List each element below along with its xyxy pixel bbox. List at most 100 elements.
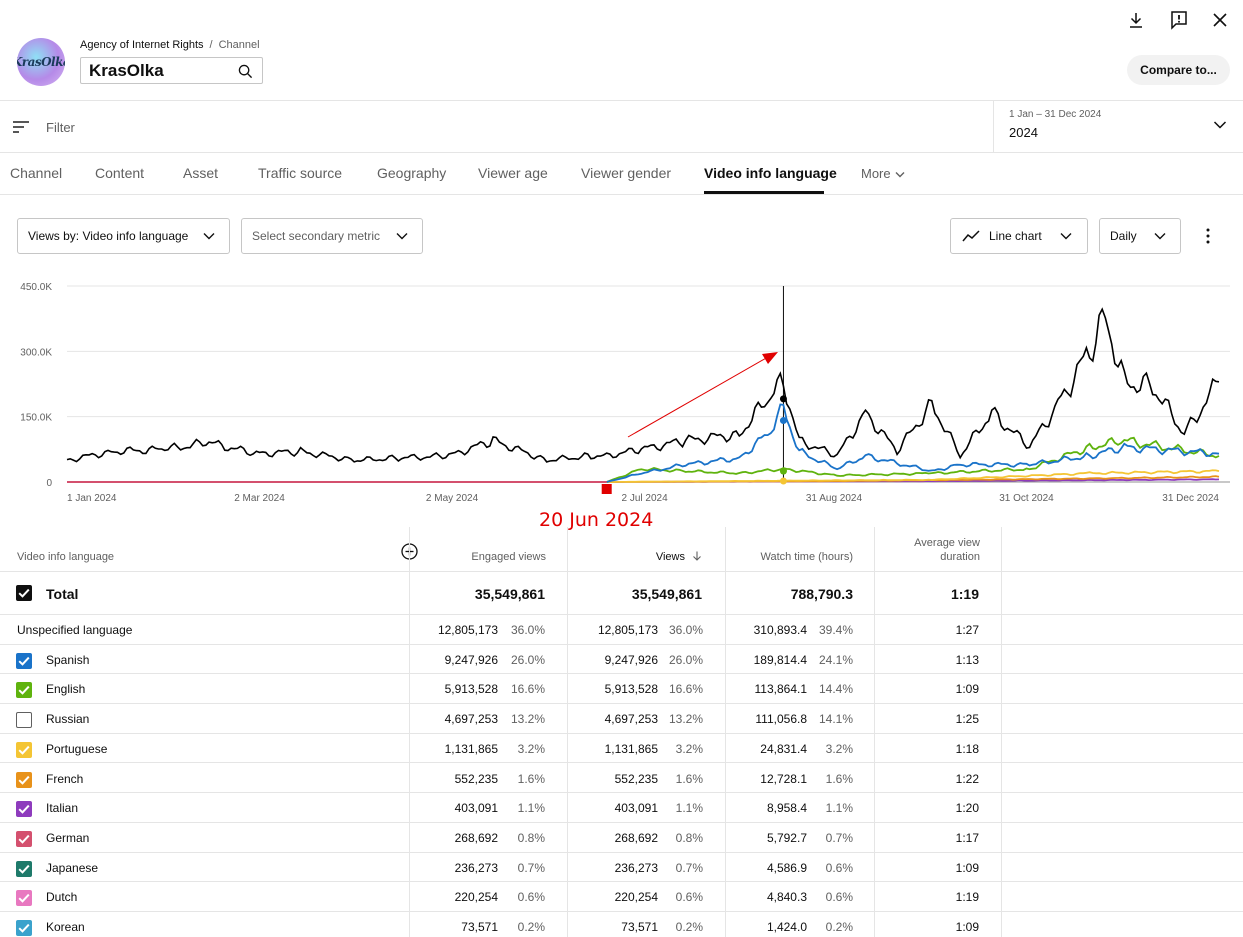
checkbox-icon[interactable] — [16, 830, 32, 847]
search-icon[interactable] — [238, 64, 253, 79]
channel-avatar[interactable]: KrasOlka — [17, 38, 65, 86]
chart-type-dropdown[interactable]: Line chart — [950, 218, 1088, 254]
col-header-views[interactable]: Views — [656, 551, 702, 563]
annotation-arrow-line — [627, 356, 769, 438]
checkbox-icon[interactable] — [16, 585, 32, 601]
table-row[interactable]: Dutch 220,254 0.6% 220,254 0.6% 4,840.3 0.6% 1:… — [0, 882, 1243, 912]
watch-value: 113,864.1 — [754, 682, 808, 697]
column-divider — [1001, 527, 1002, 937]
table-row[interactable]: French 552,235 1.6% 552,235 1.6% 12,728.1 1.6%… — [0, 764, 1243, 794]
views-pct: 1.6% — [675, 771, 703, 786]
checkbox-icon[interactable] — [16, 741, 32, 758]
granularity-dropdown[interactable]: Daily — [1099, 218, 1181, 254]
channel-selector[interactable]: KrasOlka — [80, 57, 263, 84]
table-row[interactable]: Spanish 9,247,926 26.0% 9,247,926 26.0% 189,8… — [0, 645, 1243, 675]
compare-to-button[interactable]: Compare to... — [1127, 55, 1230, 85]
download-icon[interactable] — [1126, 10, 1146, 30]
watch-value: 12,728.1 — [760, 771, 807, 786]
views-pct: 36.0% — [668, 623, 703, 637]
check-mark-icon — [18, 745, 30, 755]
feedback-icon[interactable] — [1169, 10, 1189, 30]
x-tick-label: 31 Dec 2024 — [1162, 493, 1219, 504]
avg-value: 1:13 — [955, 652, 979, 667]
tab-viewer-gender[interactable]: Viewer gender — [581, 165, 672, 181]
engaged-pct: 0.6% — [517, 890, 545, 905]
row-label: Spanish — [46, 652, 90, 667]
table-row[interactable]: German 268,692 0.8% 268,692 0.8% 5,792.7 0.7% 1… — [0, 823, 1243, 853]
watch-value: 111,056.8 — [755, 712, 807, 727]
avg-value: 1:09 — [955, 682, 979, 697]
table-row[interactable]: Unspecified language 12,805,173 36.0% 12,80… — [0, 615, 1243, 645]
close-icon[interactable] — [1210, 10, 1230, 30]
views-pct: 26.0% — [668, 652, 703, 667]
avg-value: 1:20 — [955, 801, 979, 816]
checkbox-icon[interactable] — [16, 860, 32, 877]
checkbox-icon[interactable] — [16, 682, 32, 699]
check-mark-icon — [18, 805, 30, 814]
engaged-value: 552,235 — [454, 771, 498, 786]
check-mark-icon — [18, 656, 30, 666]
breadcrumb-separator: / — [209, 39, 213, 51]
checkbox-icon[interactable] — [16, 652, 32, 669]
check-mark-icon — [18, 864, 30, 874]
col-header-engaged-views[interactable]: Engaged views — [471, 551, 546, 563]
views-value: 12,805,173 — [597, 623, 658, 637]
total-label: Total — [46, 586, 79, 602]
annotation-arrow-head — [762, 352, 778, 364]
date-range-selector[interactable]: 1 Jan – 31 Dec 2024 2024 — [993, 101, 1243, 152]
table-row[interactable]: Portuguese 1,131,865 3.2% 1,131,865 3.2% 24,8… — [0, 734, 1243, 764]
hover-dot-portuguese — [779, 477, 787, 485]
watch-pct: 0.2% — [825, 920, 853, 934]
table-row[interactable]: Italian 403,091 1.1% 403,091 1.1% 8,958.4 1.1%… — [0, 793, 1243, 823]
checkbox-icon[interactable] — [16, 801, 32, 818]
tab-video-info-language[interactable]: Video info language — [704, 165, 837, 181]
checkbox-icon[interactable] — [16, 712, 32, 729]
filter-input[interactable]: Filter — [46, 120, 75, 135]
table-row[interactable]: Korean 73,571 0.2% 73,571 0.2% 1,424.0 0.2% 1:0… — [0, 912, 1243, 937]
tab-more-label: More — [861, 166, 891, 181]
views-by-dropdown[interactable]: Views by: Video info language — [17, 218, 230, 254]
table-row[interactable]: Russian 4,697,253 13.2% 4,697,253 13.2% 111,0… — [0, 704, 1243, 734]
engaged-value: 73,571 — [461, 920, 498, 934]
row-label: Korean — [46, 920, 85, 934]
watch-pct: 1.1% — [825, 801, 853, 816]
engaged-pct: 16.6% — [510, 682, 545, 697]
watch-value: 189,814.4 — [753, 652, 807, 667]
secondary-metric-dropdown[interactable]: Select secondary metric — [241, 218, 423, 254]
table-row[interactable]: Japanese 236,273 0.7% 236,273 0.7% 4,586.9 0.6… — [0, 853, 1243, 883]
breadcrumb-org[interactable]: Agency of Internet Rights — [80, 39, 204, 51]
chevron-down-icon — [895, 171, 905, 178]
chart-canvas: 450.0K 300.0K 150.0K 0 1 Jan 2024 2 Mar 2024 2… — [20, 282, 1230, 504]
check-mark-icon — [18, 588, 30, 598]
total-engaged: 35,549,861 — [474, 586, 545, 602]
table-row[interactable]: English 5,913,528 16.6% 5,913,528 16.6% 113,8… — [0, 674, 1243, 705]
checkbox-icon[interactable] — [16, 890, 32, 907]
filter-icon[interactable] — [12, 120, 30, 134]
chart-type-label: Line chart — [989, 229, 1042, 243]
tab-geography[interactable]: Geography — [377, 165, 447, 181]
tab-content[interactable]: Content — [95, 165, 145, 181]
table-header: Video info language Engaged views Views … — [0, 527, 1243, 572]
tab-asset[interactable]: Asset — [183, 165, 219, 181]
y-tick-label: 300.0K — [20, 347, 52, 358]
more-vert-icon[interactable] — [1201, 226, 1215, 246]
row-label: Dutch — [46, 890, 78, 905]
row-label: Italian — [46, 801, 79, 816]
views-pct: 0.8% — [675, 830, 703, 845]
row-label: Japanese — [46, 860, 99, 875]
tab-viewer-age[interactable]: Viewer age — [478, 165, 548, 181]
hover-dot-spanish — [779, 417, 787, 425]
col-header-watch-time[interactable]: Watch time (hours) — [760, 551, 853, 563]
views-value: 403,091 — [614, 801, 658, 816]
column-divider — [567, 527, 568, 937]
engaged-value: 220,254 — [454, 890, 498, 905]
checkbox-icon[interactable] — [16, 771, 32, 788]
tab-traffic-source[interactable]: Traffic source — [258, 165, 343, 181]
col-header-avg-duration-1[interactable]: Average view — [914, 537, 980, 549]
watch-pct: 0.6% — [825, 890, 853, 905]
y-tick-label: 0 — [46, 478, 52, 489]
tab-channel[interactable]: Channel — [10, 165, 63, 181]
engaged-value: 12,805,173 — [437, 623, 498, 637]
tab-more[interactable]: More — [861, 166, 905, 181]
checkbox-icon[interactable] — [16, 920, 32, 936]
